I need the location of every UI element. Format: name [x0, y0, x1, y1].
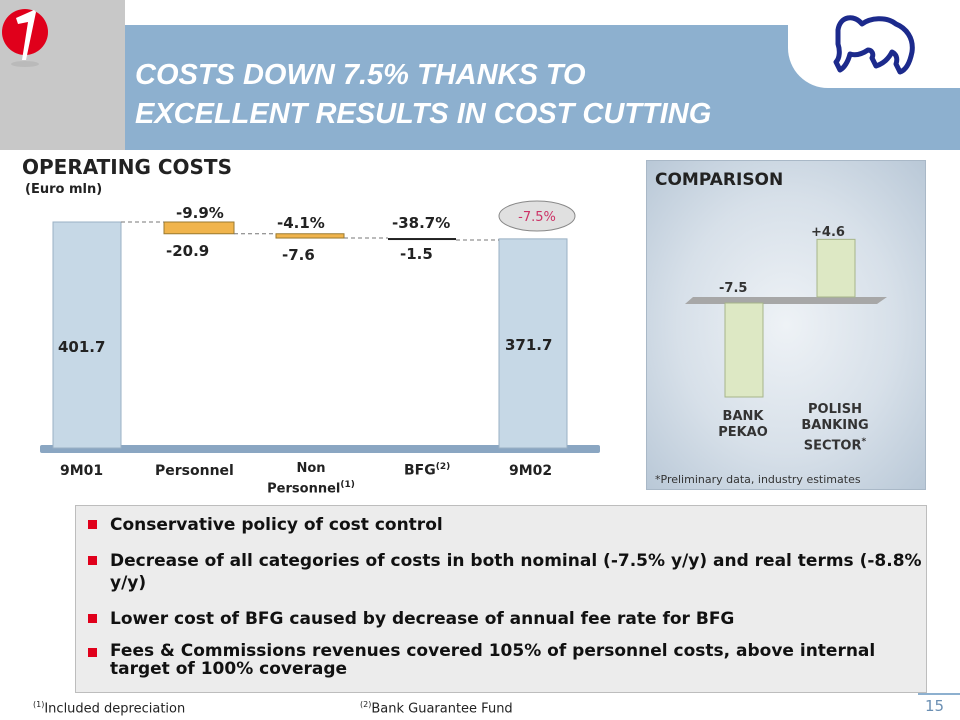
bullet-square-icon — [88, 614, 97, 623]
pct-label: -4.1% — [277, 214, 325, 232]
category-label-9m02: 9M02 — [509, 463, 553, 479]
comparison-chart: -7.5 +4.6 — [685, 225, 887, 398]
bullet-text: Lower cost of BFG caused by decrease of … — [110, 609, 735, 629]
bar-total — [498, 238, 568, 449]
pct-label: -9.9% — [176, 204, 224, 222]
non-personnel-line2: Personnel — [267, 481, 341, 497]
footnote-1-text: Included depreciation — [44, 701, 186, 717]
value-label: -1.5 — [400, 245, 433, 263]
bank-label-line2: PEKAO — [718, 425, 768, 440]
category-label-bfg: BFG(2) — [404, 462, 450, 479]
sector-label-line3: SECTOR — [803, 438, 862, 454]
bullet-item: Conservative policy of cost control — [88, 514, 930, 536]
sector-label-line2: BANKING — [801, 418, 869, 433]
right-logo-box — [788, 0, 960, 88]
bank-label-line1: BANK — [722, 409, 764, 424]
bar-delta — [388, 238, 456, 241]
operating-costs-chart: 401.7 -20.9 -7.6 -1.5 371.7 -9.9% -4.1% -38.7% -… — [40, 200, 600, 453]
value-label: 401.7 — [58, 338, 105, 356]
polish-banking-sector-label: POLISH BANKING SECTOR* — [787, 402, 883, 454]
comparison-panel: COMPARISON -7.5 +4.6 BANK PEKAO POLISH BA… — [646, 160, 926, 490]
sector-sup: * — [861, 437, 867, 447]
category-label-personnel: Personnel — [155, 463, 234, 479]
comparison-bar — [724, 302, 764, 398]
operating-costs-unit: (Euro mln) — [25, 182, 103, 197]
non-personnel-line1: Non — [296, 461, 326, 476]
bullet-item: Lower cost of BFG caused by decrease of … — [88, 608, 930, 630]
total-change-ellipse — [498, 200, 576, 232]
bullet-text: Fees & Commissions revenues covered 105%… — [110, 641, 876, 679]
comparison-value-label: -7.5 — [719, 281, 747, 296]
title-line-1: COSTS DOWN 7.5% THANKS TO — [135, 59, 586, 91]
category-label-9m01: 9M01 — [60, 463, 104, 479]
footnote-1: (1)Included depreciation — [33, 700, 185, 716]
bullet-text: Conservative policy of cost control — [110, 515, 443, 535]
bullet-square-icon — [88, 648, 97, 657]
red-circle-logo-icon — [2, 9, 48, 67]
page-number: 15 — [925, 697, 945, 715]
comparison-bar — [816, 238, 856, 298]
footnote-2-sup: (2) — [360, 700, 372, 709]
bar-total — [52, 221, 122, 449]
operating-costs-title: OPERATING COSTS — [22, 155, 232, 179]
sector-label-line1: POLISH — [808, 402, 862, 417]
page-title: COSTS DOWN 7.5% THANKS TO EXCELLENT RESU… — [135, 56, 775, 134]
title-line-2: EXCELLENT RESULTS IN COST CUTTING — [135, 98, 712, 130]
bullet-item: Decrease of all categories of costs in b… — [88, 550, 930, 594]
bullet-text: Decrease of all categories of costs in b… — [110, 551, 922, 593]
comparison-note: *Preliminary data, industry estimates — [655, 473, 861, 486]
total-change-label: -7.5% — [518, 210, 556, 225]
footer-line — [918, 693, 960, 695]
bison-logo-icon — [833, 15, 915, 75]
bullet-item: Fees & Commissions revenues covered 105%… — [88, 642, 930, 678]
bar-delta — [275, 233, 345, 239]
pct-label: -38.7% — [392, 214, 450, 232]
bullets-box: Conservative policy of cost control Decr… — [75, 505, 927, 693]
comparison-title: COMPARISON — [655, 170, 784, 190]
chart-floor — [40, 445, 600, 453]
bullet-square-icon — [88, 520, 97, 529]
footnote-2-text: Bank Guarantee Fund — [371, 701, 513, 717]
comparison-value-label: +4.6 — [811, 225, 845, 240]
value-label: -7.6 — [282, 246, 315, 264]
comparison-axis — [685, 297, 887, 304]
value-label: -20.9 — [166, 242, 209, 260]
category-label-non-personnel: Non Personnel(1) — [256, 460, 366, 497]
bfg-sup: (2) — [435, 462, 451, 472]
non-personnel-sup: (1) — [340, 480, 355, 490]
bar-delta — [163, 221, 235, 235]
footnote-1-sup: (1) — [33, 700, 45, 709]
bullet-square-icon — [88, 556, 97, 565]
value-label: 371.7 — [505, 336, 552, 354]
bank-pekao-label: BANK PEKAO — [703, 409, 783, 441]
footnote-2: (2)Bank Guarantee Fund — [360, 700, 513, 716]
bfg-label: BFG — [404, 462, 436, 479]
